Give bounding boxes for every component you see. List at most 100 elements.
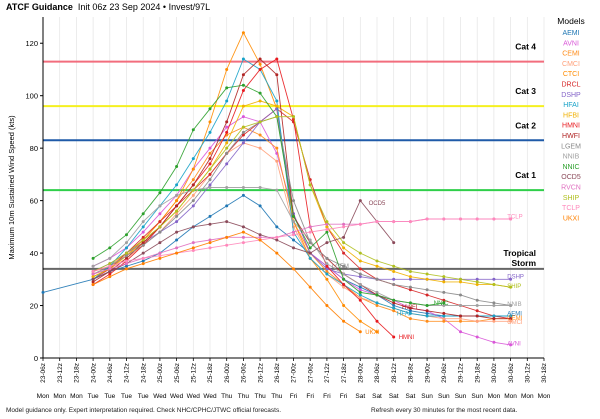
x-tick-label: 29-12z (458, 363, 465, 383)
x-tick-label: 24-18z (140, 363, 147, 383)
data-point (392, 298, 396, 302)
data-point (475, 277, 479, 281)
data-point (141, 238, 145, 242)
data-point (191, 128, 195, 132)
data-point (475, 335, 479, 339)
data-point (492, 317, 496, 321)
data-point (158, 220, 162, 224)
data-point (225, 243, 229, 247)
data-point (91, 256, 95, 260)
data-point (191, 241, 195, 245)
x-day-label: Tue (138, 393, 149, 400)
data-point (141, 241, 145, 245)
x-tick-label: 23-06z (40, 363, 47, 383)
data-point (442, 217, 446, 221)
x-day-label: Thu (254, 393, 266, 400)
data-point (208, 120, 212, 124)
data-point (191, 157, 195, 161)
data-point (241, 141, 245, 145)
data-point (225, 151, 229, 155)
data-point (342, 222, 346, 226)
data-point (241, 225, 245, 229)
data-point (208, 214, 212, 218)
x-tick-label: 28-06z (374, 363, 381, 383)
subtitle-text: Init 06z 23 Sep 2024 • Invest/97L (77, 2, 211, 12)
data-point (459, 280, 462, 284)
data-point (442, 319, 446, 323)
threshold-label: Tropical Storm (503, 248, 536, 268)
data-point (509, 343, 513, 347)
data-point (125, 259, 128, 263)
data-point (241, 133, 245, 137)
data-point (392, 306, 396, 310)
data-point (492, 340, 496, 344)
data-point (225, 67, 229, 71)
data-point (358, 290, 362, 294)
data-point (442, 298, 446, 302)
x-tick-label: 25-06z (174, 363, 181, 383)
data-point (442, 304, 446, 308)
x-day-label: Mon (70, 393, 83, 400)
data-point (342, 225, 346, 229)
x-tick-label: 23-12z (57, 363, 64, 383)
data-point (241, 83, 245, 87)
data-point (208, 241, 212, 245)
data-point (208, 178, 212, 182)
annotation-label: CEMI (507, 316, 522, 322)
data-point (358, 298, 362, 302)
data-point (158, 241, 162, 245)
data-point (141, 259, 145, 263)
data-point (225, 220, 229, 224)
data-point (175, 220, 179, 224)
data-point (408, 317, 412, 321)
data-point (308, 225, 312, 229)
data-point (408, 301, 412, 305)
annotation-label: SHIP (507, 284, 521, 290)
data-point (342, 246, 346, 250)
x-day-label: Sun (438, 393, 450, 400)
data-point (275, 188, 279, 192)
data-point (108, 272, 112, 276)
x-day-label: Thu (221, 393, 233, 400)
annotation-label: AVNI (507, 342, 521, 348)
data-point (158, 256, 162, 260)
series-hwfi (91, 57, 513, 321)
x-tick-label: 26-00z (224, 363, 231, 383)
data-point (342, 235, 346, 239)
x-day-label: Wed (170, 393, 184, 400)
data-point (91, 280, 95, 284)
data-point (358, 275, 362, 279)
data-point (358, 222, 362, 226)
data-point (459, 319, 462, 323)
data-point (191, 248, 195, 252)
data-point (425, 288, 429, 292)
x-tick-label: 27-06z (307, 363, 314, 383)
series-ukxi (91, 230, 362, 334)
data-point (158, 254, 162, 258)
data-point (91, 272, 95, 276)
x-day-label: Fri (323, 393, 331, 400)
data-point (225, 186, 229, 189)
data-point (225, 141, 229, 145)
x-tick-label: 27-00z (291, 363, 298, 383)
data-point (308, 246, 312, 250)
x-day-label: Mon (521, 393, 534, 400)
data-point (275, 159, 279, 163)
x-tick-label: 24-06z (107, 363, 114, 383)
data-point (408, 220, 412, 224)
series-line (92, 84, 444, 306)
data-point (141, 225, 145, 229)
data-point (408, 285, 412, 289)
data-point (425, 309, 429, 313)
data-point (292, 238, 295, 242)
x-day-label: Tue (121, 393, 132, 400)
legend-item: UKXI (563, 215, 579, 222)
data-point (292, 233, 295, 237)
y-tick-label: 80 (30, 144, 38, 153)
legend-item: NNIB (563, 154, 580, 161)
x-day-label: Mon (504, 393, 517, 400)
data-point (408, 277, 412, 281)
series-line (92, 218, 511, 272)
